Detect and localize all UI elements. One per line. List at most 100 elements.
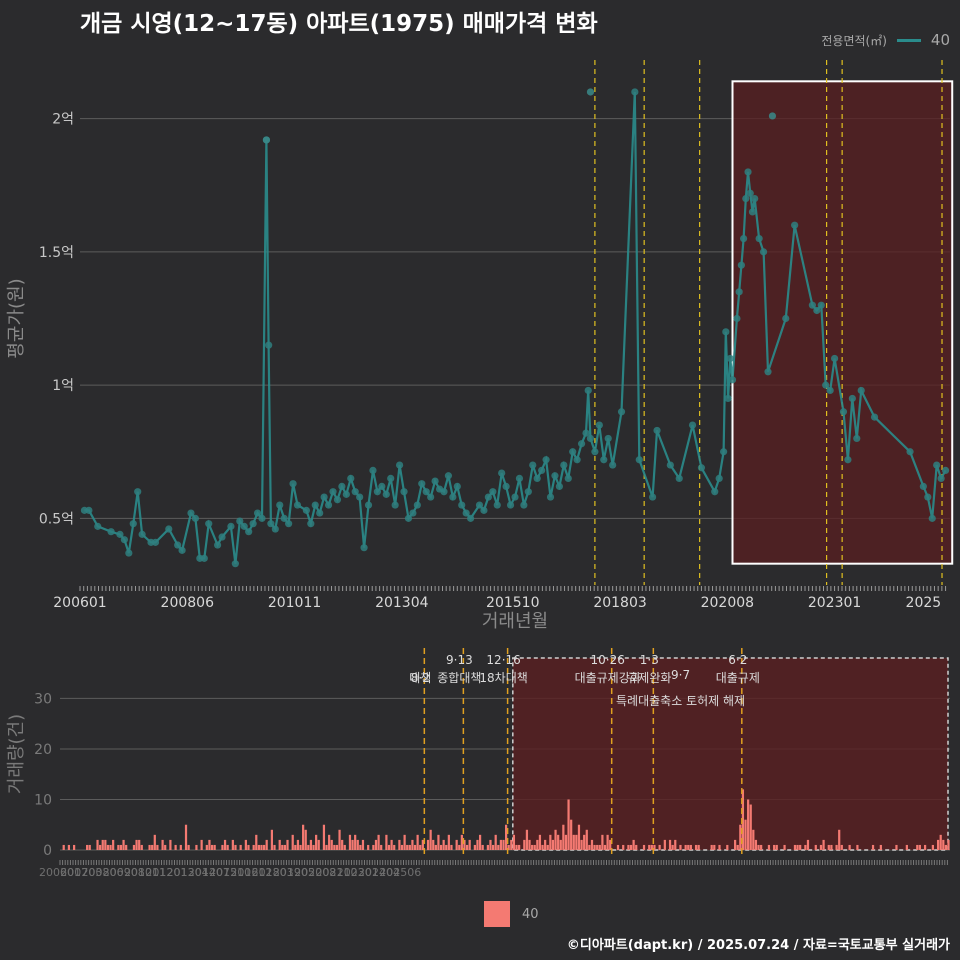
volume-bar bbox=[546, 844, 549, 850]
volume-bar bbox=[223, 839, 227, 850]
volume-bar bbox=[465, 844, 469, 850]
data-point bbox=[728, 376, 737, 384]
volume-bar bbox=[518, 844, 521, 850]
volume-bar bbox=[936, 839, 940, 850]
volume-bar bbox=[814, 844, 817, 850]
volume-bar bbox=[838, 829, 841, 850]
policy-annotation: 9·13 종합대책 bbox=[437, 653, 481, 685]
data-point bbox=[635, 456, 643, 464]
volume-bar bbox=[96, 839, 99, 850]
volume-bar bbox=[588, 844, 591, 850]
volume-bar bbox=[291, 834, 294, 850]
data-point bbox=[744, 168, 752, 176]
data-point bbox=[653, 426, 661, 435]
volume-bar bbox=[244, 839, 247, 850]
volume-bar bbox=[99, 844, 102, 850]
volume-bar bbox=[354, 834, 357, 850]
data-point bbox=[489, 488, 497, 496]
data-point bbox=[302, 506, 310, 514]
volume-bar bbox=[598, 844, 601, 850]
volume-bar bbox=[255, 834, 258, 850]
data-point bbox=[564, 474, 572, 482]
data-point bbox=[475, 501, 484, 509]
data-point bbox=[808, 301, 816, 309]
volume-bar bbox=[533, 844, 536, 850]
vol-y-tick-label: 30 bbox=[34, 691, 52, 707]
volume-bar bbox=[101, 839, 104, 850]
vol-x-tick-label: 201201 bbox=[145, 866, 187, 879]
vol-highlight-region bbox=[512, 657, 949, 851]
volume-bar bbox=[627, 844, 630, 850]
data-point bbox=[577, 440, 586, 448]
data-point bbox=[165, 525, 173, 533]
data-point bbox=[666, 461, 674, 469]
volume-bar bbox=[601, 834, 604, 850]
volume-bar bbox=[749, 804, 752, 850]
data-point bbox=[178, 546, 186, 554]
data-point bbox=[755, 234, 763, 243]
chart-title: 개금 시영(12~17동) 아파트(1975) 매매가격 변화 bbox=[80, 11, 598, 37]
volume-bar bbox=[502, 839, 505, 850]
volume-bar bbox=[734, 839, 737, 850]
volume-bar bbox=[939, 834, 942, 850]
volume-bar bbox=[140, 844, 143, 850]
policy-annotation: 1·3 규제완화 bbox=[627, 653, 671, 685]
volume-bar bbox=[125, 844, 128, 850]
volume-bar bbox=[942, 839, 945, 850]
data-point bbox=[214, 541, 222, 549]
volume-bar bbox=[575, 834, 578, 850]
data-point bbox=[937, 474, 945, 482]
volume-bar bbox=[822, 839, 825, 850]
volume-bar bbox=[169, 839, 172, 850]
data-point bbox=[726, 354, 734, 363]
data-point bbox=[116, 530, 124, 538]
data-point bbox=[347, 474, 355, 482]
volume-bar bbox=[799, 844, 802, 850]
volume-bar bbox=[551, 839, 555, 850]
data-point bbox=[258, 514, 266, 522]
volume-bar bbox=[296, 839, 300, 850]
volume-bar bbox=[447, 834, 450, 850]
data-point bbox=[609, 461, 617, 469]
outlier-point bbox=[586, 88, 595, 96]
data-point bbox=[320, 493, 328, 501]
volume-bar bbox=[616, 844, 620, 850]
data-point bbox=[280, 514, 288, 522]
volume-bar bbox=[668, 839, 672, 850]
volume-bar bbox=[567, 799, 570, 850]
data-point bbox=[316, 509, 324, 517]
data-point bbox=[444, 472, 453, 480]
volume-bar bbox=[299, 844, 302, 850]
data-point bbox=[400, 488, 408, 496]
volume-bar bbox=[187, 844, 190, 850]
data-point bbox=[493, 501, 501, 509]
data-point bbox=[919, 482, 927, 490]
volume-bar bbox=[541, 844, 544, 850]
volume-bar bbox=[609, 839, 612, 850]
volume-bar bbox=[135, 839, 138, 850]
volume-bar bbox=[747, 799, 750, 850]
data-point bbox=[227, 522, 235, 530]
data-point bbox=[742, 194, 750, 203]
volume-bar bbox=[86, 844, 89, 850]
price-chart: 0.5억 1억 1.5억 2억 200601 200806 201011 201304 2015… bbox=[6, 60, 954, 632]
data-point bbox=[174, 541, 182, 549]
x-tick-label: 202008 bbox=[701, 595, 754, 611]
volume-bar bbox=[528, 839, 531, 850]
volume-legend-swatch bbox=[484, 901, 510, 927]
volume-bar bbox=[67, 844, 71, 850]
data-point bbox=[311, 501, 319, 509]
volume-bar bbox=[380, 844, 383, 850]
volume-bar bbox=[536, 839, 539, 850]
volume-bar bbox=[286, 839, 289, 850]
volume-bar bbox=[377, 834, 380, 850]
policy-annotation: 8·2대책 bbox=[409, 670, 431, 685]
annotation-label: 특례대출축소 토허제 해제 bbox=[616, 694, 745, 708]
data-point bbox=[293, 501, 302, 509]
volume-bar bbox=[718, 844, 721, 850]
volume-bar bbox=[104, 839, 107, 850]
data-point bbox=[782, 314, 790, 323]
volume-bar bbox=[603, 844, 607, 850]
volume-bar bbox=[577, 824, 581, 850]
volume-bar bbox=[478, 834, 482, 850]
